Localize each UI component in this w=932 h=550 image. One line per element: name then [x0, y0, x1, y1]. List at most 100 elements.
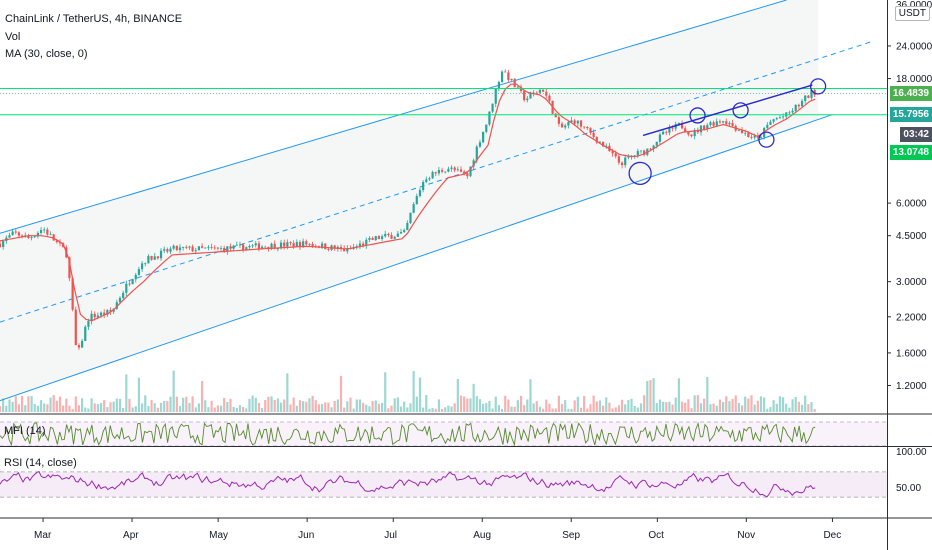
candle-body [43, 229, 46, 231]
rsi-label[interactable]: RSI (14, close) [4, 457, 77, 469]
volume-bar [65, 398, 68, 412]
volume-bar [248, 398, 251, 412]
candle-body [84, 326, 87, 341]
candle-body [52, 234, 55, 241]
candle-body [718, 121, 722, 123]
time-axis[interactable]: Mar Apr May Jun Jul Aug Sep Oct Nov Dec [34, 518, 841, 541]
volume-bar [772, 400, 775, 412]
candle-body [232, 245, 235, 249]
candle-body [759, 137, 763, 138]
trendline[interactable] [642, 84, 813, 137]
volume-bar [810, 402, 813, 412]
candle-body [295, 242, 298, 247]
marked-points[interactable] [628, 78, 827, 186]
volume-bar [639, 403, 643, 412]
volume-bar [194, 407, 197, 412]
candle-body [279, 242, 283, 249]
volume-bar [122, 407, 125, 412]
candle-body [80, 340, 84, 348]
candle-body [709, 122, 712, 126]
candle-body [696, 130, 699, 133]
currency-badge[interactable]: USDT [894, 6, 930, 21]
volume-bar [33, 403, 36, 412]
volume-bar [159, 402, 163, 412]
price-axis[interactable]: 24.0000 18.0000 6.0000 4.5000 3.0000 2.2000 1.… [887, 0, 932, 494]
volume-bar [737, 402, 740, 412]
volume-bar [235, 407, 238, 412]
candle-body [172, 245, 175, 249]
candle-body [71, 278, 74, 310]
volume-bar [425, 395, 428, 412]
candle-body [362, 243, 365, 246]
regression-channel[interactable] [0, 0, 873, 402]
vol-legend[interactable]: Vol [5, 31, 21, 43]
volume-bar [125, 374, 128, 412]
marked-point-circle [758, 131, 775, 148]
volume-bar [516, 400, 519, 412]
candle-body [769, 121, 772, 125]
candle-body [750, 136, 753, 138]
volume-bar [570, 408, 573, 412]
candle-body [721, 121, 725, 123]
volume-bar [731, 398, 734, 412]
volume-bar [696, 395, 699, 412]
volume-bar [200, 381, 204, 412]
volume-bar [579, 407, 583, 412]
candle-body [712, 122, 715, 126]
volume-bar [703, 398, 706, 412]
volume-bar [137, 377, 141, 412]
candle-body [538, 89, 542, 93]
volume-bar [163, 400, 166, 412]
time-tick-label: Apr [123, 530, 139, 541]
volume-bar [655, 403, 658, 412]
volume-bar [242, 407, 245, 412]
candle-body [542, 89, 545, 92]
candle-body [671, 127, 674, 129]
candle-body [242, 244, 245, 251]
candle-body [431, 172, 434, 179]
candle-body [254, 243, 257, 246]
support-resistance-lines[interactable] [0, 88, 887, 116]
candle-body [125, 283, 128, 293]
volume-bar [690, 408, 693, 412]
volume-bar [482, 403, 485, 412]
candle-body [156, 256, 159, 259]
candle-body [794, 104, 797, 111]
candle-body [747, 132, 750, 137]
candle-body [661, 131, 665, 135]
volume-bar [286, 373, 289, 412]
candle-body [270, 243, 273, 249]
volume-bar [295, 405, 298, 412]
candle-body [478, 142, 482, 147]
candle-body [579, 120, 583, 127]
price-tick-label: 2.2000 [896, 312, 927, 323]
volume-bar [813, 408, 816, 412]
volume-bar [538, 406, 542, 412]
volume-bar [428, 408, 431, 412]
volume-bar [791, 399, 794, 412]
volume-bar [721, 402, 725, 412]
volume-bar [747, 398, 750, 412]
volume-bar [156, 407, 159, 412]
volume-bar [80, 398, 84, 412]
candle-body [204, 247, 207, 249]
symbol-title[interactable]: ChainLink / TetherUS, 4h, BINANCE [5, 13, 183, 25]
volume-bar [469, 398, 472, 412]
ma-legend[interactable]: MA (30, close, 0) [5, 48, 88, 60]
candle-body [592, 132, 595, 138]
candle-body [485, 124, 488, 132]
volume-bar [336, 399, 339, 412]
candle-body [96, 315, 99, 318]
mfi-axis-label: 100.00 [896, 447, 927, 458]
mfi-label[interactable]: MFI (14) [4, 425, 46, 437]
mfi-line [0, 421, 816, 447]
candle-body [602, 141, 605, 147]
candle-body [200, 246, 204, 248]
candle-body [482, 131, 485, 143]
candle-body [327, 249, 330, 250]
candle-body [87, 321, 90, 327]
volume-bar [554, 408, 557, 412]
price-tick-label: 4.5000 [896, 231, 927, 242]
volume-bar [352, 408, 355, 412]
